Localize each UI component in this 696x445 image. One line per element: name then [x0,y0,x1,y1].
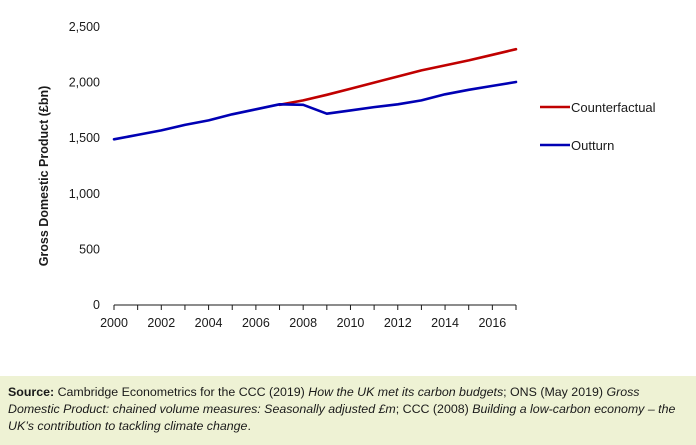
x-tick-label: 2008 [289,316,317,330]
y-tick-label: 1,000 [69,187,100,201]
x-tick-label: 2010 [337,316,365,330]
x-tick-label: 2016 [478,316,506,330]
source-title-3: Building a low-carbon economy – the UK’s… [8,402,676,433]
source-label: Source: [8,385,55,399]
x-tick-label: 2014 [431,316,459,330]
y-tick-label: 1,500 [69,131,100,145]
source-text-2: ; ONS (May 2019) [503,385,607,399]
source-title-2: Gross Domestic Product: chained volume m… [8,385,640,416]
legend-label-counterfactual: Counterfactual [571,100,656,115]
source-text-1: Cambridge Econometrics for the CCC (2019… [54,385,309,399]
source-title-1: How the UK met its carbon budgets [308,385,504,399]
legend: Counterfactual Outturn [540,100,656,153]
axes: 2000 2002 2004 2006 2008 2010 2012 2014 2016 0 500… [69,20,517,330]
y-tick-label: 2,500 [69,20,100,34]
source-text-4: . [247,419,251,433]
x-tick-label: 2004 [195,316,223,330]
gdp-line-chart: Gross Domestic Product (£bn) 2000 2002 200… [37,20,656,330]
x-tick-label: 2012 [384,316,412,330]
series-layer [112,47,518,141]
x-tick-label: 2006 [242,316,270,330]
y-axis-title: Gross Domestic Product (£bn) [37,86,51,267]
x-tick-label: 2000 [100,316,128,330]
series-line-counterfactual [278,47,518,107]
x-tick-label: 2002 [147,316,175,330]
source-note: Source: Cambridge Econometrics for the C… [0,376,696,445]
y-tick-label: 0 [93,298,100,312]
source-text-3: ; CCC (2008) [395,402,473,416]
series-line-outturn [112,80,518,141]
legend-label-outturn: Outturn [571,138,614,153]
y-tick-label: 2,000 [69,76,100,90]
y-tick-label: 500 [79,242,100,256]
